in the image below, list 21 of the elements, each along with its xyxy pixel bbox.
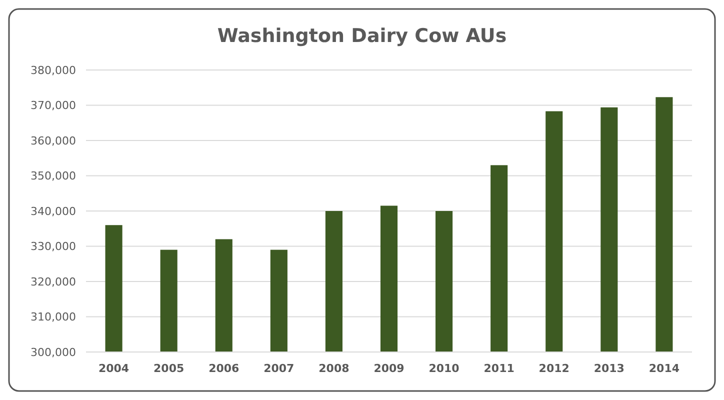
x-tick-label: 2011	[484, 362, 514, 375]
x-tick-label: 2005	[154, 362, 184, 375]
y-tick-label: 310,000	[30, 310, 76, 324]
x-tick-label: 2013	[594, 362, 624, 375]
chart-title: Washington Dairy Cow AUs	[217, 25, 507, 47]
y-tick-label: 370,000	[30, 99, 76, 112]
y-tick-label: 330,000	[30, 240, 76, 254]
y-tick-label: 350,000	[30, 170, 76, 183]
x-tick-label: 2014	[648, 362, 680, 375]
y-tick-label: 360,000	[30, 134, 76, 148]
x-tick-label: 2006	[208, 362, 240, 375]
x-tick-label: 2008	[318, 362, 350, 375]
x-tick-label: 2007	[264, 362, 294, 375]
y-tick-label: 380,000	[30, 64, 76, 77]
x-tick-label: 2009	[374, 362, 404, 375]
x-tick-label: 2010	[428, 362, 460, 375]
x-tick-label: 2012	[538, 362, 570, 375]
x-tick-label: 2004	[98, 362, 130, 375]
y-tick-label: 300,000	[30, 346, 76, 359]
y-tick-label: 340,000	[30, 204, 76, 218]
y-tick-label: 320,000	[30, 275, 76, 288]
